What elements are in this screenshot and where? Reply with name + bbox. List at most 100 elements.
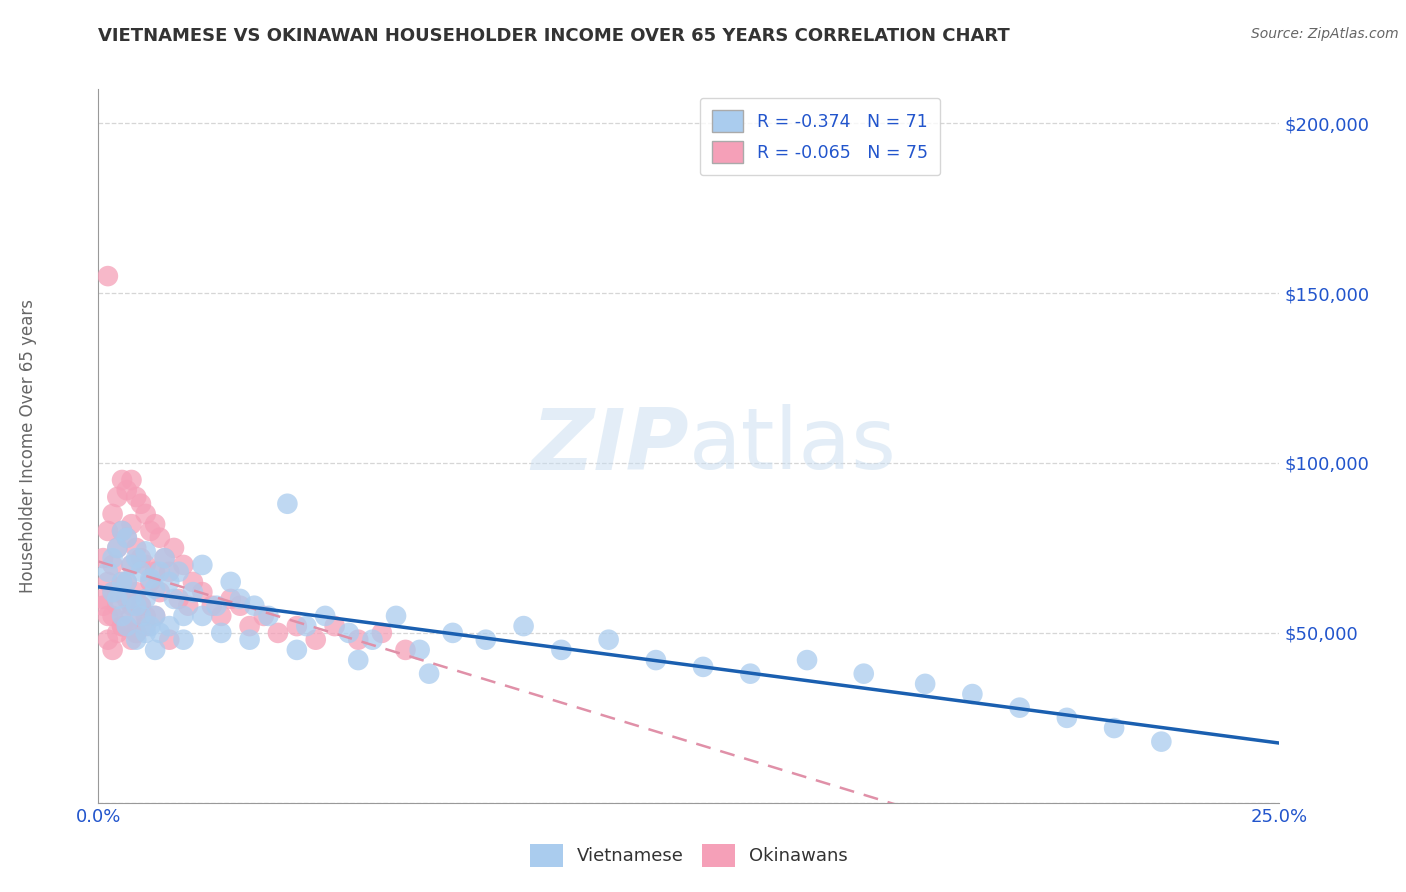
Point bbox=[1056, 711, 1078, 725]
Point bbox=[101, 507, 124, 521]
Point bbox=[167, 565, 190, 579]
Point bbox=[111, 619, 134, 633]
Point bbox=[125, 626, 148, 640]
Point bbox=[1008, 700, 1031, 714]
Point bbox=[418, 666, 440, 681]
Point bbox=[139, 619, 162, 633]
Point bbox=[512, 619, 534, 633]
Point bbox=[163, 591, 186, 606]
Point bbox=[295, 619, 318, 633]
Point bbox=[115, 483, 138, 498]
Point bbox=[139, 524, 162, 538]
Point bbox=[337, 626, 360, 640]
Point bbox=[135, 626, 157, 640]
Point bbox=[111, 524, 134, 538]
Point bbox=[239, 619, 262, 633]
Point bbox=[361, 632, 384, 647]
Point bbox=[101, 608, 124, 623]
Point bbox=[129, 565, 152, 579]
Point bbox=[135, 608, 157, 623]
Legend: R = -0.374   N = 71, R = -0.065   N = 75: R = -0.374 N = 71, R = -0.065 N = 75 bbox=[700, 98, 941, 176]
Point bbox=[105, 591, 128, 606]
Point bbox=[149, 585, 172, 599]
Point bbox=[257, 608, 280, 623]
Point bbox=[962, 687, 984, 701]
Point bbox=[111, 524, 134, 538]
Point bbox=[129, 551, 152, 566]
Point bbox=[181, 585, 204, 599]
Point bbox=[219, 574, 242, 589]
Point bbox=[229, 599, 252, 613]
Point bbox=[239, 632, 262, 647]
Point bbox=[385, 608, 408, 623]
Point bbox=[172, 608, 194, 623]
Point bbox=[115, 619, 138, 633]
Legend: Vietnamese, Okinawans: Vietnamese, Okinawans bbox=[523, 837, 855, 874]
Point bbox=[285, 643, 308, 657]
Point bbox=[115, 591, 138, 606]
Point bbox=[97, 524, 120, 538]
Point bbox=[111, 608, 134, 623]
Point bbox=[91, 591, 114, 606]
Point bbox=[1150, 734, 1173, 748]
Point bbox=[157, 574, 180, 589]
Point bbox=[101, 585, 124, 599]
Point bbox=[135, 544, 157, 558]
Point bbox=[347, 632, 370, 647]
Point bbox=[115, 531, 138, 545]
Point bbox=[101, 643, 124, 657]
Point bbox=[121, 517, 143, 532]
Point bbox=[135, 591, 157, 606]
Point bbox=[105, 541, 128, 555]
Point bbox=[101, 585, 124, 599]
Point bbox=[139, 574, 162, 589]
Text: Householder Income Over 65 years: Householder Income Over 65 years bbox=[20, 299, 37, 593]
Point bbox=[276, 497, 298, 511]
Text: ZIP: ZIP bbox=[531, 404, 689, 488]
Point bbox=[157, 632, 180, 647]
Point bbox=[125, 551, 148, 566]
Point bbox=[692, 660, 714, 674]
Point bbox=[408, 643, 430, 657]
Point bbox=[201, 599, 224, 613]
Point bbox=[125, 599, 148, 613]
Point bbox=[172, 632, 194, 647]
Point bbox=[121, 558, 143, 572]
Point bbox=[172, 558, 194, 572]
Point bbox=[111, 574, 134, 589]
Point bbox=[143, 582, 166, 596]
Point bbox=[115, 574, 138, 589]
Point bbox=[97, 574, 120, 589]
Point bbox=[243, 599, 266, 613]
Point bbox=[1102, 721, 1125, 735]
Point bbox=[209, 626, 232, 640]
Point bbox=[267, 626, 290, 640]
Text: VIETNAMESE VS OKINAWAN HOUSEHOLDER INCOME OVER 65 YEARS CORRELATION CHART: VIETNAMESE VS OKINAWAN HOUSEHOLDER INCOM… bbox=[98, 27, 1010, 45]
Point bbox=[914, 677, 936, 691]
Point bbox=[177, 599, 200, 613]
Point bbox=[129, 599, 152, 613]
Point bbox=[125, 632, 148, 647]
Point bbox=[157, 619, 180, 633]
Point bbox=[115, 574, 138, 589]
Point bbox=[153, 551, 176, 566]
Point bbox=[115, 619, 138, 633]
Point bbox=[143, 565, 166, 579]
Point bbox=[105, 585, 128, 599]
Point bbox=[111, 574, 134, 589]
Point bbox=[115, 531, 138, 545]
Text: Source: ZipAtlas.com: Source: ZipAtlas.com bbox=[1251, 27, 1399, 41]
Point bbox=[91, 551, 114, 566]
Point bbox=[149, 565, 172, 579]
Point bbox=[105, 490, 128, 504]
Point bbox=[209, 608, 232, 623]
Point bbox=[598, 632, 620, 647]
Point bbox=[125, 490, 148, 504]
Point bbox=[153, 551, 176, 566]
Point bbox=[97, 632, 120, 647]
Point bbox=[314, 608, 336, 623]
Point bbox=[191, 585, 214, 599]
Point bbox=[157, 565, 180, 579]
Point bbox=[121, 473, 143, 487]
Point bbox=[181, 574, 204, 589]
